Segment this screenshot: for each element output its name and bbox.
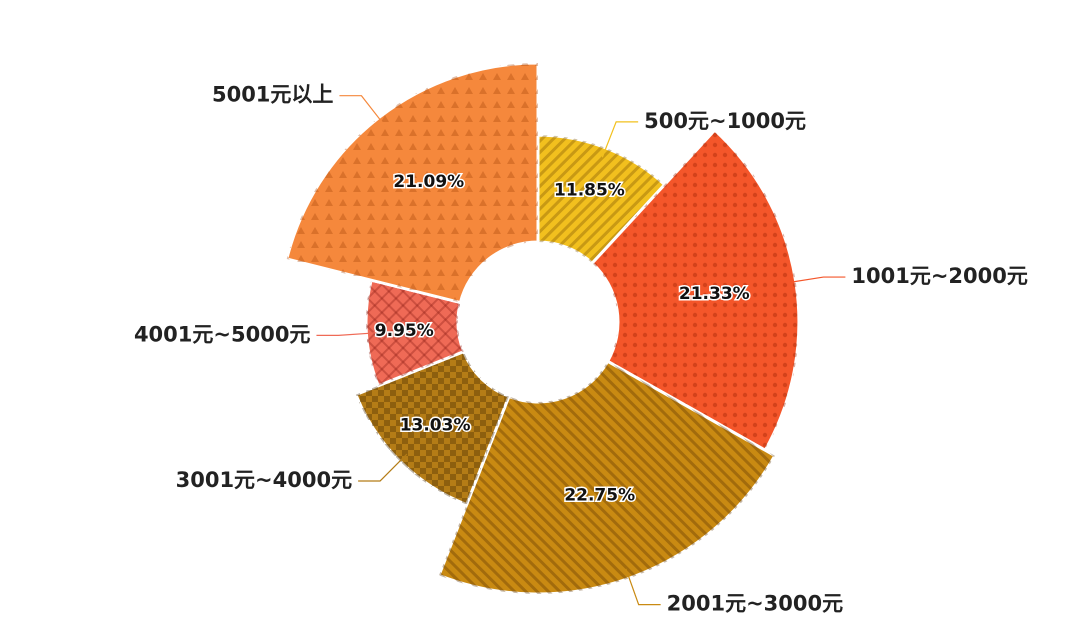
category-label: 5001元以上: [212, 83, 333, 107]
leader-line: [316, 332, 377, 336]
slice-pattern: [438, 361, 775, 594]
category-label: 3001元~4000元: [176, 468, 353, 492]
percent-label: 11.85%: [554, 180, 625, 200]
percent-label: 21.33%: [679, 284, 750, 304]
slice-pattern: [286, 62, 538, 303]
leader-line: [785, 276, 846, 284]
leader-line: [601, 121, 639, 158]
category-label: 500元~1000元: [644, 109, 806, 133]
category-label: 4001元~5000元: [134, 322, 311, 346]
slice-pattern: [355, 351, 509, 505]
percent-label: 9.95%: [375, 321, 434, 341]
category-label: 2001元~3000元: [667, 592, 844, 616]
leader-line: [358, 453, 408, 482]
slice-pattern: [592, 130, 799, 451]
category-label: 1001元~2000元: [851, 264, 1028, 288]
slice-pattern: [538, 135, 665, 264]
leader-line: [625, 568, 661, 606]
percent-label: 21.09%: [393, 172, 464, 192]
percent-label: 22.75%: [564, 485, 635, 505]
slice-pattern: [366, 280, 464, 386]
leader-line: [339, 95, 386, 127]
percent-label: 13.03%: [400, 416, 471, 436]
